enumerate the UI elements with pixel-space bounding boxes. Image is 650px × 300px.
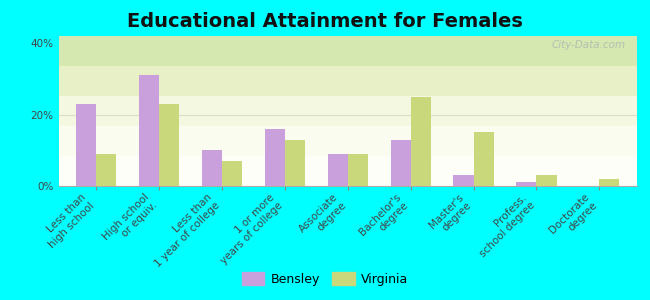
Text: Less than
high school: Less than high school xyxy=(39,192,96,250)
Text: Less than
1 year of college: Less than 1 year of college xyxy=(145,192,222,269)
Bar xyxy=(58,126,637,156)
Bar xyxy=(285,140,305,186)
Text: Master's
degree: Master's degree xyxy=(427,192,473,238)
Text: 1 or more
years of college: 1 or more years of college xyxy=(211,192,285,266)
Bar xyxy=(516,182,536,186)
Bar xyxy=(159,104,179,186)
Bar xyxy=(58,156,637,186)
Text: Educational Attainment for Females: Educational Attainment for Females xyxy=(127,12,523,31)
Bar xyxy=(58,66,637,96)
Bar xyxy=(96,154,116,186)
Bar xyxy=(391,140,411,186)
Text: Profess.
school degree: Profess. school degree xyxy=(469,192,536,259)
Bar xyxy=(58,36,637,66)
Bar xyxy=(599,179,619,186)
Text: Doctorate
degree: Doctorate degree xyxy=(547,192,599,244)
Bar xyxy=(473,132,493,186)
Bar xyxy=(265,129,285,186)
Bar xyxy=(411,97,431,186)
Bar xyxy=(536,175,556,186)
Bar xyxy=(454,175,473,186)
Text: High school
or equiv.: High school or equiv. xyxy=(101,192,159,250)
Bar xyxy=(76,104,96,186)
Bar xyxy=(139,75,159,186)
Text: City-Data.com: City-Data.com xyxy=(551,40,625,50)
Text: Bachelor's
degree: Bachelor's degree xyxy=(357,192,411,246)
Bar xyxy=(328,154,348,186)
Legend: Bensley, Virginia: Bensley, Virginia xyxy=(237,267,413,291)
Bar xyxy=(222,161,242,186)
Bar xyxy=(348,154,368,186)
Text: Associate
degree: Associate degree xyxy=(297,192,348,243)
Bar xyxy=(58,96,637,126)
Bar xyxy=(202,150,222,186)
